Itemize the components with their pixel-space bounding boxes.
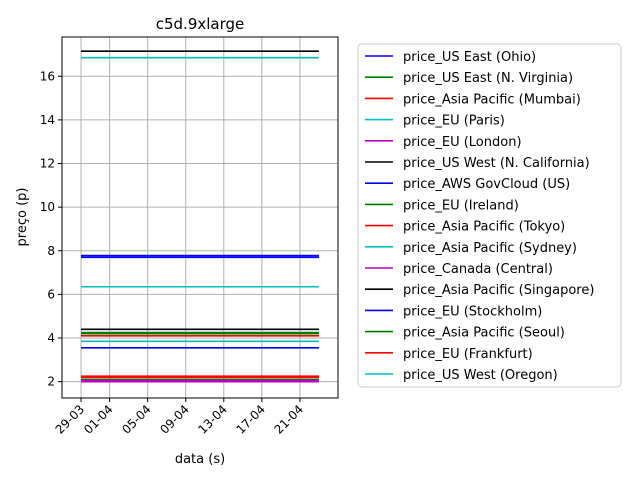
x-tick-label: 09-04	[157, 402, 192, 437]
y-tick-label: 16	[40, 69, 55, 83]
legend-entry: price_EU (Paris)	[403, 114, 505, 129]
y-tick-label: 14	[40, 113, 55, 127]
legend-entry: price_US West (N. California)	[403, 156, 590, 171]
y-axis: 2 4 6 8 10 12 14 16	[40, 69, 62, 389]
y-tick-label: 6	[47, 287, 55, 301]
legend-entry: price_EU (Ireland)	[403, 198, 519, 213]
y-tick-label: 12	[40, 157, 55, 171]
y-tick-label: 2	[47, 375, 55, 389]
legend: price_US East (Ohio) price_US East (N. Vi…	[357, 43, 622, 388]
grid	[62, 37, 338, 398]
x-tick-label: 17-04	[233, 402, 268, 437]
y-tick-label: 8	[47, 244, 55, 258]
x-tick-label: 05-04	[119, 402, 154, 437]
legend-entry: price_Canada (Central)	[403, 262, 553, 277]
plot-frame	[61, 36, 339, 399]
legend-entry: price_US East (N. Virginia)	[403, 71, 573, 86]
y-tick-label: 10	[40, 200, 55, 214]
legend-entry: price_EU (London)	[403, 135, 522, 150]
legend-entry: price_Asia Pacific (Sydney)	[403, 241, 577, 256]
series-lines	[81, 50, 319, 383]
legend-entry: price_EU (Stockholm)	[403, 304, 542, 319]
legend-entry: price_EU (Frankfurt)	[403, 347, 533, 362]
legend-frame	[357, 43, 622, 388]
x-tick-label: 01-04	[81, 402, 116, 437]
y-axis-label: preço (p)	[15, 188, 30, 247]
y-tick-label: 4	[47, 331, 55, 345]
legend-entry: price_Asia Pacific (Seoul)	[403, 326, 565, 341]
legend-entry: price_Asia Pacific (Tokyo)	[403, 220, 565, 235]
x-tick-label: 21-04	[271, 402, 306, 437]
legend-entry: price_US East (Ohio)	[403, 50, 536, 65]
x-tick-label: 13-04	[195, 402, 230, 437]
legend-entry: price_AWS GovCloud (US)	[403, 177, 570, 192]
legend-entry: price_Asia Pacific (Mumbai)	[403, 92, 581, 107]
x-tick-label: 29-03	[53, 402, 88, 437]
x-axis-label: data (s)	[175, 452, 225, 467]
legend-entry: price_Asia Pacific (Singapore)	[403, 283, 594, 298]
chart-title: c5d.9xlarge	[156, 15, 245, 33]
legend-entry: price_US West (Oregon)	[403, 368, 558, 383]
